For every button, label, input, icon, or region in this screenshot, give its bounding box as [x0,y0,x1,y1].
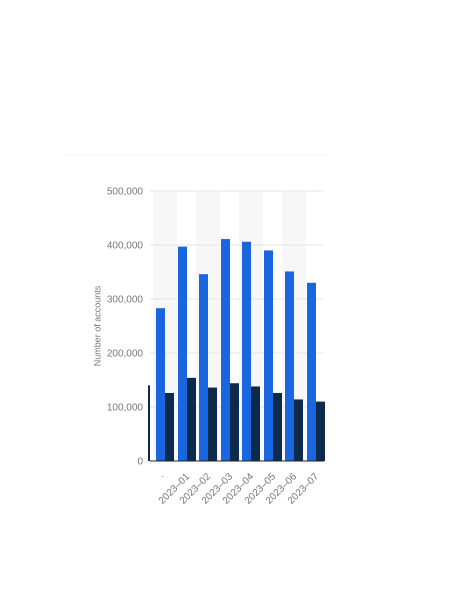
bar-series-2 [165,392,174,461]
bar-series-2 [230,383,239,461]
bar-series-2 [294,399,303,461]
bar-series-1 [285,271,294,461]
y-tick-label: 300,000 [107,295,144,306]
bar-series-2 [251,386,260,461]
bar-series-2 [148,385,150,461]
y-tick-label: 400,000 [107,241,144,252]
y-tick-label: 0 [137,457,143,468]
bar-series-1 [242,241,251,461]
bar-series-1 [264,250,273,461]
y-tick-label: 500,000 [107,187,144,198]
y-tick-label: 200,000 [107,349,144,360]
bar-series-1 [178,246,187,461]
bar-series-1 [199,274,208,461]
y-axis-title: Number of accounts [92,285,102,366]
bar-series-2 [316,401,325,461]
bar-series-1 [221,239,230,461]
x-axis-ticks: ·2023–012023–022023–032023–042023–052023… [157,471,322,507]
bar-series-2 [187,377,196,461]
bar-series-1 [307,282,316,461]
bar-series-2 [208,387,217,461]
y-axis-ticks: 500,000 400,000 300,000 200,000 100,000 0 [107,187,144,468]
x-tick-label: · [158,471,168,481]
bars [148,239,325,461]
bar-series-1 [156,308,165,461]
y-tick-label: 100,000 [107,403,144,414]
bar-series-2 [273,392,282,461]
